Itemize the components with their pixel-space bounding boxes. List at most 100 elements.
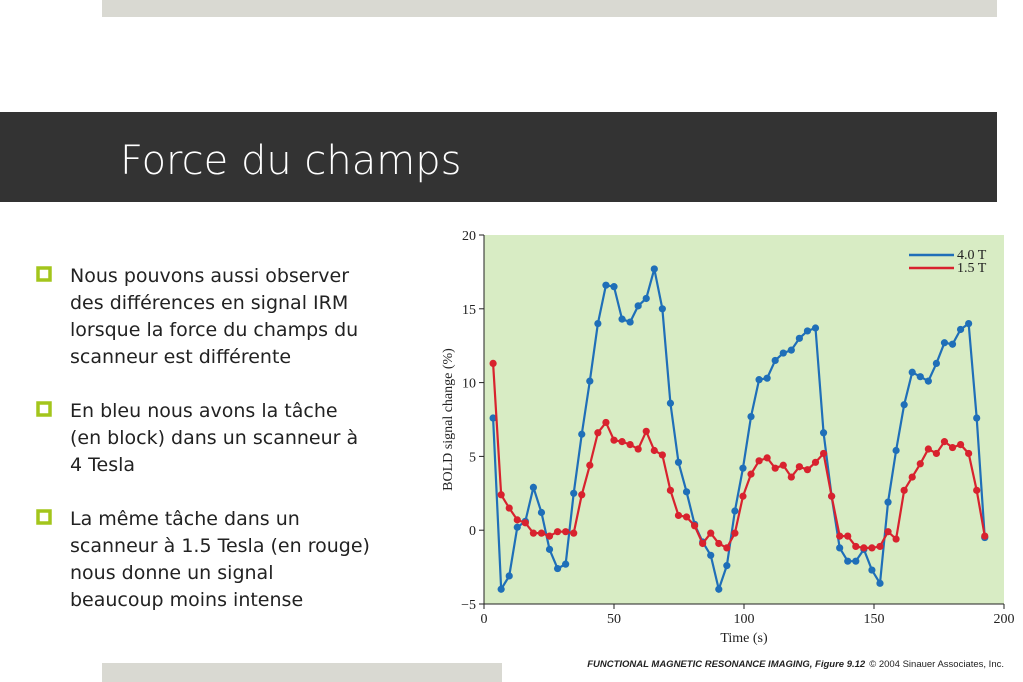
data-point bbox=[570, 529, 578, 537]
bullet-line: En bleu nous avons la tâche bbox=[70, 400, 338, 422]
data-point bbox=[739, 492, 747, 500]
data-point bbox=[852, 542, 860, 551]
x-tick-label: 50 bbox=[607, 612, 621, 627]
bullet-line: La même tâche dans un bbox=[70, 508, 300, 530]
data-point bbox=[537, 508, 546, 517]
data-point bbox=[884, 498, 892, 506]
y-tick-label: 10 bbox=[462, 377, 476, 392]
bullet-line: scanneur est différente bbox=[70, 346, 291, 368]
data-point bbox=[900, 401, 908, 409]
data-point bbox=[900, 486, 908, 494]
data-point bbox=[513, 516, 521, 524]
data-point bbox=[763, 374, 771, 382]
data-point bbox=[965, 449, 973, 458]
y-tick-label: 5 bbox=[469, 450, 476, 465]
data-point bbox=[521, 519, 529, 527]
data-point bbox=[916, 460, 924, 468]
data-point bbox=[537, 529, 546, 537]
data-point bbox=[505, 504, 513, 512]
x-tick-label: 150 bbox=[864, 612, 885, 627]
data-point bbox=[529, 483, 538, 491]
data-point bbox=[553, 528, 562, 536]
y-tick-label: 20 bbox=[462, 229, 476, 244]
series-line bbox=[492, 268, 986, 594]
data-point bbox=[578, 430, 586, 438]
data-point bbox=[932, 449, 941, 458]
bullet-line: des différences en signal IRM bbox=[70, 292, 348, 314]
slide-title: Force du champs bbox=[120, 138, 461, 184]
data-point bbox=[715, 539, 723, 548]
series-line bbox=[492, 363, 986, 550]
data-point bbox=[787, 346, 795, 354]
data-point bbox=[505, 572, 513, 580]
data-point bbox=[932, 359, 941, 368]
data-point bbox=[634, 302, 642, 310]
data-point bbox=[924, 377, 932, 385]
data-point bbox=[747, 412, 755, 421]
data-point bbox=[876, 579, 884, 587]
data-point bbox=[610, 283, 618, 291]
data-point bbox=[844, 557, 852, 565]
data-point bbox=[771, 464, 779, 472]
data-point bbox=[779, 349, 787, 357]
x-tick-label: 200 bbox=[994, 612, 1015, 627]
data-point bbox=[981, 532, 989, 540]
data-point bbox=[924, 445, 932, 453]
data-point bbox=[618, 438, 626, 446]
top-bar bbox=[102, 0, 997, 17]
data-point bbox=[819, 449, 828, 458]
data-point bbox=[562, 560, 570, 568]
data-point bbox=[755, 376, 763, 384]
bullet-marker bbox=[36, 509, 52, 525]
data-point bbox=[642, 294, 650, 303]
data-point bbox=[948, 340, 957, 348]
data-point bbox=[715, 585, 723, 593]
data-point bbox=[795, 334, 803, 342]
data-point bbox=[787, 473, 795, 481]
bullet-line: Nous pouvons aussi observer bbox=[70, 265, 349, 287]
data-point bbox=[803, 327, 812, 335]
data-point bbox=[731, 529, 739, 537]
data-point bbox=[892, 446, 900, 455]
data-point bbox=[836, 532, 844, 540]
data-point bbox=[948, 443, 957, 452]
data-point bbox=[650, 265, 658, 273]
bullet-line: scanneur à 1.5 Tesla (en rouge) bbox=[70, 535, 370, 557]
data-point bbox=[707, 529, 715, 537]
y-axis-label: BOLD signal change (%) bbox=[441, 348, 456, 491]
x-axis-label: Time (s) bbox=[720, 631, 768, 646]
data-point bbox=[747, 470, 755, 478]
caption-source: FUNCTIONAL MAGNETIC RESONANCE IMAGING, F… bbox=[587, 659, 866, 670]
data-point bbox=[642, 427, 650, 435]
data-point bbox=[578, 491, 586, 499]
data-point bbox=[892, 535, 900, 543]
bullet-line: nous donne un signal bbox=[70, 562, 273, 584]
data-point bbox=[650, 446, 658, 455]
data-point bbox=[811, 324, 820, 332]
data-point bbox=[699, 539, 707, 548]
data-point bbox=[876, 542, 884, 551]
data-point bbox=[803, 466, 812, 474]
data-point bbox=[626, 440, 634, 449]
data-point bbox=[674, 458, 683, 466]
data-point bbox=[489, 359, 497, 368]
data-point bbox=[956, 440, 965, 449]
data-point bbox=[610, 436, 618, 444]
caption-copyright: © 2004 Sinauer Associates, Inc. bbox=[869, 659, 1004, 670]
data-point bbox=[666, 399, 675, 407]
data-point bbox=[586, 461, 594, 469]
data-point bbox=[545, 532, 554, 540]
data-point bbox=[755, 457, 763, 465]
data-point bbox=[771, 356, 779, 365]
data-point bbox=[594, 429, 602, 437]
x-tick-label: 0 bbox=[481, 612, 488, 627]
data-point bbox=[973, 414, 981, 422]
data-point bbox=[884, 528, 892, 536]
data-point bbox=[731, 507, 739, 515]
data-point bbox=[602, 418, 610, 427]
data-point bbox=[868, 566, 876, 574]
data-point bbox=[707, 551, 715, 559]
legend-label: 1.5 T bbox=[957, 261, 987, 276]
bullet-line: lorsque la force du champs du bbox=[70, 319, 358, 341]
